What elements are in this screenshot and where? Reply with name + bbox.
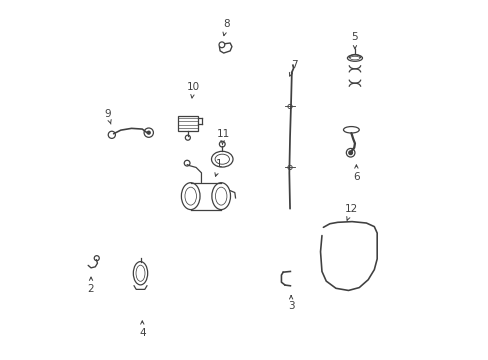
Text: 10: 10	[186, 82, 200, 98]
Text: 1: 1	[215, 159, 222, 176]
Text: 7: 7	[289, 60, 297, 76]
Text: 8: 8	[223, 19, 229, 36]
Text: 12: 12	[344, 204, 357, 220]
Text: 6: 6	[352, 165, 359, 182]
Text: 2: 2	[87, 277, 94, 294]
Circle shape	[147, 131, 150, 134]
Text: 11: 11	[216, 129, 229, 145]
Text: 5: 5	[351, 32, 358, 49]
Text: 3: 3	[287, 296, 294, 311]
Text: 9: 9	[104, 109, 111, 124]
Circle shape	[348, 151, 352, 154]
Text: 4: 4	[139, 321, 145, 338]
